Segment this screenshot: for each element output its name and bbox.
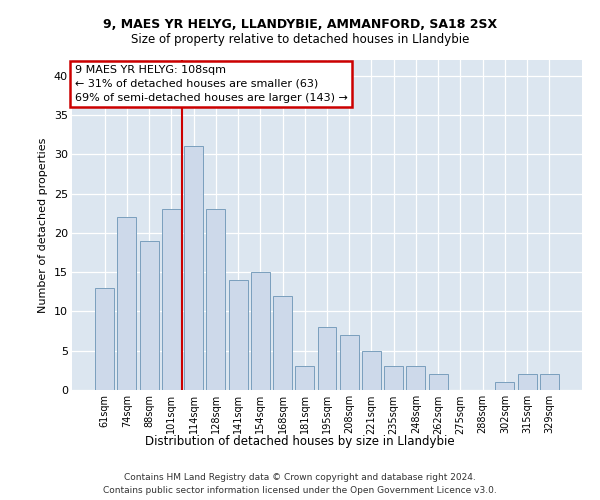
Bar bbox=[362, 350, 381, 390]
Bar bbox=[518, 374, 536, 390]
Bar bbox=[184, 146, 203, 390]
Text: 9 MAES YR HELYG: 108sqm
← 31% of detached houses are smaller (63)
69% of semi-de: 9 MAES YR HELYG: 108sqm ← 31% of detache… bbox=[74, 65, 347, 103]
Bar bbox=[229, 280, 248, 390]
Bar bbox=[273, 296, 292, 390]
Y-axis label: Number of detached properties: Number of detached properties bbox=[38, 138, 48, 312]
Bar bbox=[429, 374, 448, 390]
Text: Distribution of detached houses by size in Llandybie: Distribution of detached houses by size … bbox=[145, 435, 455, 448]
Bar bbox=[317, 327, 337, 390]
Bar bbox=[540, 374, 559, 390]
Bar bbox=[162, 210, 181, 390]
Bar bbox=[406, 366, 425, 390]
Text: 9, MAES YR HELYG, LLANDYBIE, AMMANFORD, SA18 2SX: 9, MAES YR HELYG, LLANDYBIE, AMMANFORD, … bbox=[103, 18, 497, 30]
Bar bbox=[118, 217, 136, 390]
Bar bbox=[340, 335, 359, 390]
Bar bbox=[206, 210, 225, 390]
Text: Size of property relative to detached houses in Llandybie: Size of property relative to detached ho… bbox=[131, 32, 469, 46]
Bar bbox=[95, 288, 114, 390]
Text: Contains public sector information licensed under the Open Government Licence v3: Contains public sector information licen… bbox=[103, 486, 497, 495]
Text: Contains HM Land Registry data © Crown copyright and database right 2024.: Contains HM Land Registry data © Crown c… bbox=[124, 472, 476, 482]
Bar bbox=[140, 240, 158, 390]
Bar bbox=[251, 272, 270, 390]
Bar bbox=[384, 366, 403, 390]
Bar bbox=[295, 366, 314, 390]
Bar bbox=[496, 382, 514, 390]
